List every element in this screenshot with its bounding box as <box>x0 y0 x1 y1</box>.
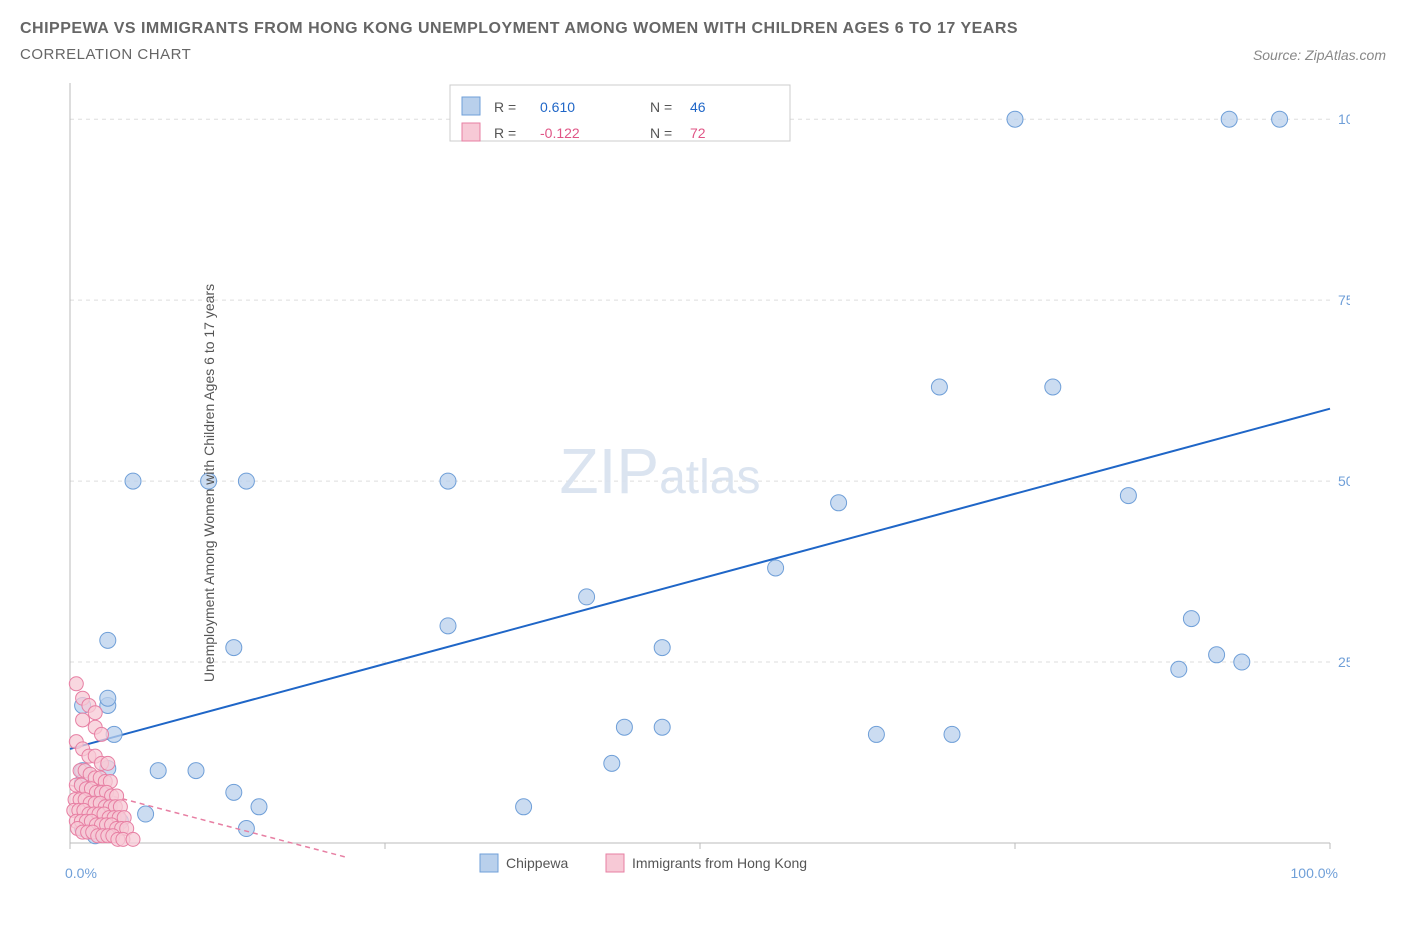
svg-text:75.0%: 75.0% <box>1338 292 1350 308</box>
svg-text:Chippewa: Chippewa <box>506 855 568 871</box>
svg-text:-0.122: -0.122 <box>540 125 580 141</box>
source-label: Source: ZipAtlas.com <box>1253 47 1386 63</box>
chart-title: CHIPPEWA VS IMMIGRANTS FROM HONG KONG UN… <box>20 20 1018 38</box>
svg-text:72: 72 <box>690 125 706 141</box>
svg-text:46: 46 <box>690 99 706 115</box>
svg-text:0.0%: 0.0% <box>65 865 97 881</box>
scatter-chart: ZIPatlas 25.0% 50.0% 75.0% 100.0% 0.0% 100.0% R… <box>20 73 1350 893</box>
svg-text:50.0%: 50.0% <box>1338 473 1350 489</box>
svg-text:Immigrants from Hong Kong: Immigrants from Hong Kong <box>632 855 807 871</box>
svg-text:100.0%: 100.0% <box>1338 111 1350 127</box>
svg-text:N =: N = <box>650 99 672 115</box>
svg-text:100.0%: 100.0% <box>1291 865 1338 881</box>
svg-text:R =: R = <box>494 99 516 115</box>
svg-text:0.610: 0.610 <box>540 99 575 115</box>
chart-container: Unemployment Among Women with Children A… <box>20 73 1386 893</box>
svg-text:25.0%: 25.0% <box>1338 654 1350 670</box>
svg-text:ZIPatlas: ZIPatlas <box>560 435 761 507</box>
svg-text:N =: N = <box>650 125 672 141</box>
y-axis-label: Unemployment Among Women with Children A… <box>201 284 217 682</box>
chart-subtitle: CORRELATION CHART <box>20 46 1018 63</box>
svg-text:R =: R = <box>494 125 516 141</box>
